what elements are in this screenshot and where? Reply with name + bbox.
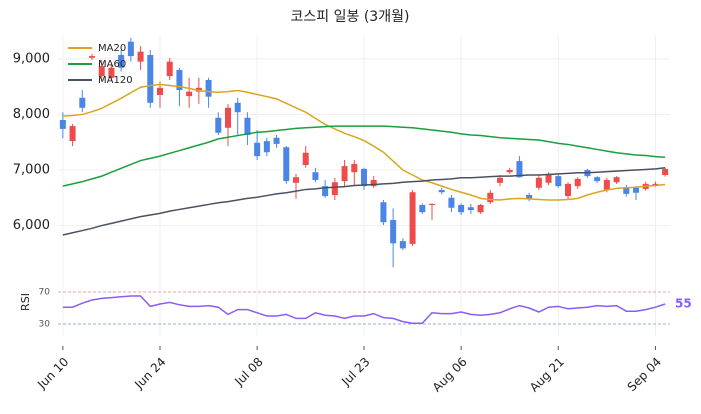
- candle-body: [565, 183, 571, 197]
- candle-body: [361, 168, 367, 187]
- value-label: 55: [675, 297, 692, 311]
- candle-body: [526, 195, 533, 199]
- candle-body: [390, 220, 397, 244]
- x-tick-label: Jun 10: [34, 355, 71, 392]
- candle-body: [477, 205, 484, 213]
- candle-body: [69, 126, 76, 142]
- candle-body: [341, 166, 348, 182]
- candle-body: [127, 41, 134, 57]
- candle-body: [322, 186, 329, 197]
- y-tick-label: 70: [39, 288, 51, 298]
- candle-body: [633, 187, 639, 193]
- candle-body: [98, 66, 105, 77]
- candle-body: [458, 205, 465, 213]
- candle-body: [594, 177, 601, 182]
- candle-body: [380, 202, 387, 223]
- candle-body: [225, 107, 231, 128]
- y-tick-label: 7,000: [13, 163, 50, 178]
- candle-body: [623, 187, 630, 194]
- candle-body: [429, 203, 435, 205]
- candle-body: [399, 241, 406, 249]
- candle-body: [312, 172, 319, 180]
- candle-body: [293, 177, 299, 183]
- candle-body: [603, 180, 610, 190]
- ma-line: [62, 83, 666, 201]
- candle-body: [195, 87, 202, 92]
- candle-body: [448, 197, 455, 208]
- x-tick-label: Jul 23: [338, 355, 372, 389]
- y-tick-label: 8,000: [13, 107, 50, 122]
- y-tick-label: 6,000: [13, 218, 50, 233]
- x-tick-label: Jun 24: [131, 355, 168, 392]
- candle-body: [545, 173, 552, 183]
- candle-body: [438, 190, 445, 193]
- y-axis-label: RSI: [19, 293, 32, 311]
- candle-body: [535, 177, 542, 188]
- candle-body: [147, 55, 154, 103]
- x-tick-label: Jul 08: [231, 355, 265, 389]
- candle-body: [516, 161, 523, 178]
- candle-body: [467, 207, 474, 210]
- y-tick-label: 30: [39, 320, 51, 330]
- candle-body: [108, 67, 115, 78]
- candle-body: [118, 55, 125, 68]
- candle-body: [574, 178, 581, 187]
- chart-title: 코스피 일봉 (3개월): [291, 9, 410, 25]
- legend: MA20 MA60 MA120: [68, 43, 133, 86]
- legend-label: MA120: [98, 75, 133, 86]
- x-tick-label: Aug 21: [527, 355, 567, 395]
- candle-body: [497, 177, 503, 183]
- candle-body: [273, 137, 280, 144]
- candle-body: [205, 80, 212, 97]
- candle-body: [79, 97, 86, 108]
- candle-body: [263, 141, 270, 153]
- candle-body: [370, 180, 377, 187]
- candle-body: [254, 142, 261, 157]
- candle-body: [409, 192, 416, 244]
- candle-body: [283, 147, 290, 182]
- ma-line: [62, 125, 666, 187]
- candle-body: [613, 177, 620, 183]
- candle-body: [59, 120, 66, 129]
- candle-body: [215, 117, 222, 133]
- x-tick-label: Sep 04: [625, 355, 664, 394]
- candle-body: [186, 91, 193, 97]
- candle-body: [652, 183, 659, 185]
- candle-body: [351, 163, 358, 173]
- candle-body: [555, 176, 562, 187]
- candle-body: [157, 87, 163, 95]
- y-tick-label: 9,000: [13, 51, 50, 66]
- legend-label: MA60: [98, 59, 126, 70]
- candle-body: [331, 182, 338, 195]
- legend-label: MA20: [98, 43, 126, 54]
- candle-body: [302, 152, 309, 165]
- candle-body: [166, 61, 173, 77]
- rsi-line: [62, 295, 666, 324]
- x-tick-label: Aug 06: [430, 355, 470, 395]
- candle-body: [234, 102, 241, 113]
- candle-body: [137, 51, 144, 62]
- candle-body: [487, 192, 494, 203]
- candle-body: [89, 56, 95, 58]
- candle-body: [506, 170, 513, 173]
- candle-body: [244, 117, 251, 135]
- ma-line: [62, 167, 666, 236]
- candle-body: [176, 70, 183, 90]
- candle-body: [662, 168, 669, 175]
- candle-body: [419, 205, 426, 213]
